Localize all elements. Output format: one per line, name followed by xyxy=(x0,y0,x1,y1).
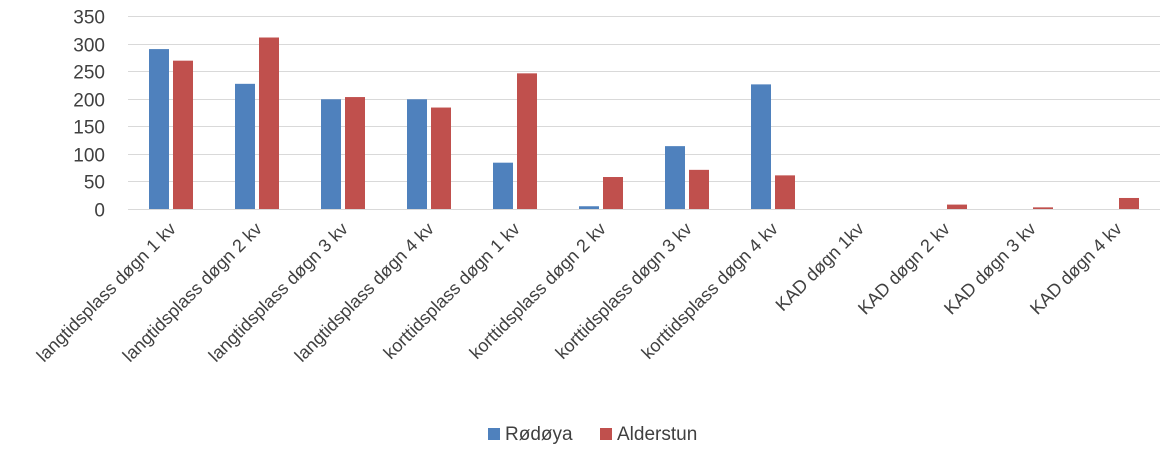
bar-series-1 xyxy=(321,99,341,209)
bar-series-2 xyxy=(431,107,451,209)
bar-series-1 xyxy=(751,84,771,209)
gridlines xyxy=(128,16,1160,210)
y-tick-label: 200 xyxy=(73,91,105,112)
y-tick-label: 50 xyxy=(84,173,105,194)
x-category-label: langtidsplass døgn 4 kv xyxy=(291,219,438,366)
bar-series-1 xyxy=(407,99,427,209)
bar-series-2 xyxy=(173,60,193,210)
bars xyxy=(149,37,1139,210)
bar-series-1 xyxy=(579,206,599,209)
y-axis-tick-labels: 0 50 100 150 200 250 300 350 xyxy=(73,8,105,222)
x-category-label: KAD døgn 3 kv xyxy=(940,219,1040,319)
y-tick-label: 0 xyxy=(94,201,105,222)
y-tick-label: 250 xyxy=(73,63,105,84)
bar-series-1 xyxy=(665,146,685,209)
bar-series-2 xyxy=(775,175,795,209)
y-tick-label: 150 xyxy=(73,118,105,139)
x-category-label: KAD døgn 2 kv xyxy=(854,219,954,319)
bar-series-2 xyxy=(517,73,537,209)
bar-series-1 xyxy=(493,162,513,209)
legend-swatch xyxy=(600,428,612,440)
bar-series-2 xyxy=(1119,197,1139,209)
legend: Rødøya Alderstun xyxy=(488,424,697,445)
bar-series-2 xyxy=(947,204,967,209)
bar-series-2 xyxy=(603,177,623,209)
bar-series-2 xyxy=(345,97,365,209)
x-category-label: langtidsplass døgn 3 kv xyxy=(205,219,352,366)
bar-series-2 xyxy=(259,37,279,210)
x-category-label: langtidsplass døgn 2 kv xyxy=(119,219,266,366)
bar-series-2 xyxy=(1033,207,1053,209)
legend-swatch xyxy=(488,428,500,440)
legend-label: Alderstun xyxy=(617,424,697,445)
y-tick-label: 100 xyxy=(73,146,105,167)
y-tick-label: 300 xyxy=(73,36,105,57)
legend-label: Rødøya xyxy=(505,424,573,445)
x-category-label: KAD døgn 1kv xyxy=(772,219,868,315)
x-category-label: langtidsplass døgn 1 kv xyxy=(33,219,180,366)
bar-series-1 xyxy=(235,83,255,209)
y-tick-label: 350 xyxy=(73,8,105,29)
bar-series-1 xyxy=(149,49,169,210)
bar-series-2 xyxy=(689,169,709,209)
x-category-label: KAD døgn 4 kv xyxy=(1026,219,1126,319)
